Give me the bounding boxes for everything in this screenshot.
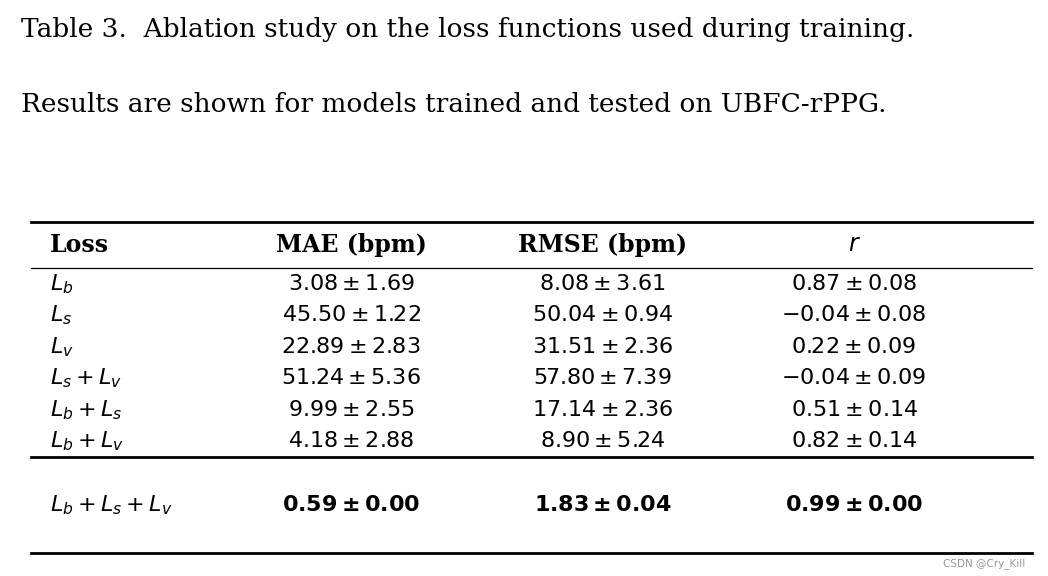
Text: $L_b + L_s + L_v$: $L_b + L_s + L_v$ bbox=[50, 493, 173, 517]
Text: CSDN @Cry_Kill: CSDN @Cry_Kill bbox=[943, 558, 1025, 569]
Text: $51.24 \pm 5.36$: $51.24 \pm 5.36$ bbox=[281, 367, 421, 389]
Text: $57.80 \pm 7.39$: $57.80 \pm 7.39$ bbox=[533, 367, 672, 389]
Text: Table 3.  Ablation study on the loss functions used during training.: Table 3. Ablation study on the loss func… bbox=[21, 17, 914, 42]
Text: MAE (bpm): MAE (bpm) bbox=[276, 233, 427, 257]
Text: $\mathbf{0.59 \pm 0.00}$: $\mathbf{0.59 \pm 0.00}$ bbox=[282, 494, 420, 516]
Text: $L_b$: $L_b$ bbox=[50, 272, 73, 295]
Text: $8.90 \pm 5.24$: $8.90 \pm 5.24$ bbox=[540, 430, 665, 452]
Text: $0.51 \pm 0.14$: $0.51 \pm 0.14$ bbox=[790, 399, 918, 420]
Text: $\mathbf{0.99 \pm 0.00}$: $\mathbf{0.99 \pm 0.00}$ bbox=[785, 494, 923, 516]
Text: $L_s + L_v$: $L_s + L_v$ bbox=[50, 366, 123, 390]
Text: $22.89 \pm 2.83$: $22.89 \pm 2.83$ bbox=[281, 336, 421, 358]
Text: RMSE (bpm): RMSE (bpm) bbox=[518, 233, 687, 257]
Text: $L_b + L_s$: $L_b + L_s$ bbox=[50, 398, 123, 422]
Text: $45.50 \pm 1.22$: $45.50 \pm 1.22$ bbox=[282, 304, 420, 327]
Text: $\mathbf{1.83 \pm 0.04}$: $\mathbf{1.83 \pm 0.04}$ bbox=[533, 494, 672, 516]
Text: $0.87 \pm 0.08$: $0.87 \pm 0.08$ bbox=[791, 273, 917, 295]
Text: $L_s$: $L_s$ bbox=[50, 304, 72, 327]
Text: $-0.04 \pm 0.08$: $-0.04 \pm 0.08$ bbox=[782, 304, 926, 327]
Text: $0.82 \pm 0.14$: $0.82 \pm 0.14$ bbox=[791, 430, 917, 452]
Text: $0.22 \pm 0.09$: $0.22 \pm 0.09$ bbox=[791, 336, 917, 358]
Text: $9.99 \pm 2.55$: $9.99 \pm 2.55$ bbox=[288, 399, 414, 420]
Text: $-0.04 \pm 0.09$: $-0.04 \pm 0.09$ bbox=[782, 367, 926, 389]
Text: Results are shown for models trained and tested on UBFC-rPPG.: Results are shown for models trained and… bbox=[21, 92, 887, 117]
Text: $L_b + L_v$: $L_b + L_v$ bbox=[50, 429, 125, 453]
Text: $3.08 \pm 1.69$: $3.08 \pm 1.69$ bbox=[288, 273, 414, 295]
Text: $4.18 \pm 2.88$: $4.18 \pm 2.88$ bbox=[288, 430, 414, 452]
Text: $8.08 \pm 3.61$: $8.08 \pm 3.61$ bbox=[540, 273, 665, 295]
Text: $L_v$: $L_v$ bbox=[50, 335, 74, 359]
Text: $31.51 \pm 2.36$: $31.51 \pm 2.36$ bbox=[532, 336, 673, 358]
Text: $r$: $r$ bbox=[848, 233, 860, 256]
Text: $50.04 \pm 0.94$: $50.04 \pm 0.94$ bbox=[532, 304, 673, 327]
Text: Loss: Loss bbox=[50, 233, 109, 257]
Text: $17.14 \pm 2.36$: $17.14 \pm 2.36$ bbox=[532, 399, 673, 420]
